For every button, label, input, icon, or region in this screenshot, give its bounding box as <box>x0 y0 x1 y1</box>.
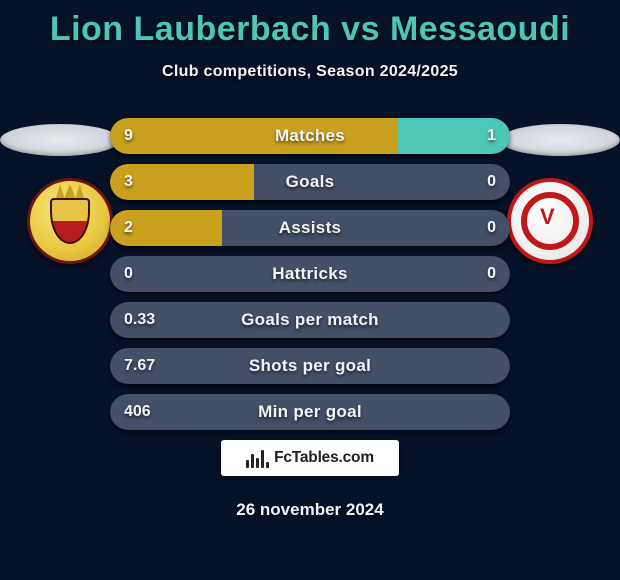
stat-label: Goals <box>110 164 510 200</box>
bar-spark-icon <box>246 448 268 468</box>
page-subtitle: Club competitions, Season 2024/2025 <box>0 63 620 81</box>
stat-label: Goals per match <box>110 302 510 338</box>
player-platform-left <box>0 124 120 156</box>
footer-brand-text: FcTables.com <box>274 449 374 467</box>
stat-row: 7.67Shots per goal <box>110 348 510 384</box>
page-title: Lion Lauberbach vs Messaoudi <box>0 0 620 49</box>
stat-row: 00Hattricks <box>110 256 510 292</box>
stat-row: 0.33Goals per match <box>110 302 510 338</box>
stat-label: Matches <box>110 118 510 154</box>
letter-v-icon <box>538 206 562 230</box>
stat-row: 20Assists <box>110 210 510 246</box>
crown-icon <box>56 184 84 198</box>
stat-label: Hattricks <box>110 256 510 292</box>
stat-label: Shots per goal <box>110 348 510 384</box>
player-platform-right <box>500 124 620 156</box>
stat-row: 406Min per goal <box>110 394 510 430</box>
stat-label: Assists <box>110 210 510 246</box>
stat-label: Min per goal <box>110 394 510 430</box>
stat-row: 30Goals <box>110 164 510 200</box>
team-badge-right <box>500 176 600 266</box>
stat-row: 91Matches <box>110 118 510 154</box>
comparison-bars: 91Matches 30Goals 20Assists 00Hattricks 0.33… <box>110 118 510 440</box>
footer-logo: FcTables.com <box>221 440 399 476</box>
team-badge-left <box>20 176 120 266</box>
footer-date: 26 november 2024 <box>0 500 620 520</box>
